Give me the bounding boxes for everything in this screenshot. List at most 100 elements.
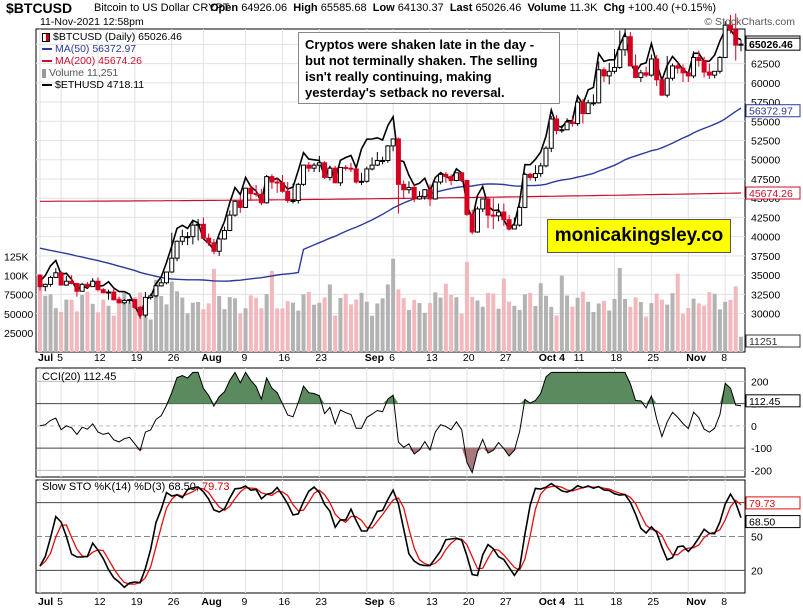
candle — [469, 209, 475, 235]
candle-body — [517, 206, 523, 226]
candle-body — [163, 271, 169, 284]
candle-body — [179, 236, 185, 242]
volume-bar — [317, 302, 322, 352]
volume-bar — [196, 301, 201, 352]
candle-body — [58, 272, 64, 286]
candle — [643, 66, 649, 78]
volume-bar — [148, 319, 153, 352]
watermark-banner: monicakingsley.co — [547, 219, 731, 253]
volume-bar — [543, 295, 548, 352]
volume-bar — [101, 299, 106, 352]
volume-bar — [580, 291, 585, 352]
x-tick-label: 9 — [242, 596, 248, 608]
x-tick-label: 9 — [242, 352, 248, 364]
line-swatch-icon — [42, 60, 52, 62]
candle — [390, 138, 396, 152]
x-tick-label: Sep — [365, 596, 384, 608]
x-tick-label: 6 — [389, 596, 395, 608]
candle — [348, 162, 354, 173]
ohlc-summary: Open 64926.06 High 65585.68 Low 64130.37… — [210, 2, 716, 14]
volume-bar — [117, 297, 122, 352]
volume-bar — [665, 304, 670, 352]
volume-bar — [538, 283, 543, 352]
candle — [590, 94, 596, 106]
candle — [216, 237, 222, 256]
candle-body — [727, 24, 733, 31]
candle-body — [464, 180, 470, 215]
volume-bar — [401, 298, 406, 352]
candle — [580, 98, 586, 124]
candle-body — [548, 118, 554, 149]
volume-bar — [675, 273, 680, 352]
candle-body — [622, 36, 628, 51]
volume-bar — [290, 302, 295, 352]
candle-body — [701, 60, 707, 73]
sto-k-line — [39, 482, 742, 589]
candle — [48, 275, 54, 287]
volume-bar — [717, 309, 722, 352]
volume-bar — [306, 291, 311, 352]
volume-bar — [164, 304, 169, 352]
ma200-line — [40, 192, 742, 202]
chart-date: 11-Nov-2021 12:58pm — [40, 16, 144, 28]
candle — [427, 184, 433, 206]
y-tick-label: 47500 — [751, 174, 780, 186]
candle — [380, 156, 386, 165]
candle-body — [200, 223, 206, 239]
candle — [432, 181, 438, 200]
ma50-last-value-box — [745, 104, 801, 118]
candle — [612, 48, 618, 74]
candle-body — [712, 70, 718, 76]
x-tick-label: 8 — [721, 596, 727, 608]
x-tick-label: Sep — [365, 352, 384, 364]
candle-body — [116, 299, 122, 304]
x-tick-label: 11 — [574, 596, 585, 608]
candle — [448, 174, 454, 186]
candle-body — [664, 77, 670, 96]
candle — [106, 289, 112, 300]
volume-bar — [132, 296, 137, 352]
candle — [211, 238, 217, 255]
copyright-link[interactable]: © StockCharts.com — [704, 16, 795, 28]
volume-bar — [301, 294, 306, 352]
volume-bar — [417, 303, 422, 352]
candle — [290, 183, 296, 204]
candle-body — [459, 172, 465, 182]
candle-body — [348, 167, 354, 170]
volume-bar — [491, 293, 496, 352]
volume-bar — [549, 306, 554, 352]
sto-d-value: 79.73 — [201, 481, 230, 493]
candle-body — [306, 164, 312, 169]
candle-body — [285, 190, 291, 201]
cci-tick-label: -100 — [751, 443, 772, 455]
cci-last-value-box — [745, 394, 801, 408]
y-tick-label: 30000 — [751, 309, 780, 321]
volume-bar — [486, 292, 491, 352]
legend-volume: Volume 11,251 — [42, 67, 182, 79]
volume-bar — [227, 297, 232, 352]
sto-k-last-value: 68.50 — [749, 517, 775, 529]
volume-bar — [95, 312, 100, 352]
volume-bar — [422, 312, 427, 352]
candle — [253, 185, 259, 197]
candle-body — [374, 160, 380, 166]
candle-body — [569, 121, 575, 125]
candle — [179, 229, 185, 246]
candle — [532, 165, 538, 182]
x-tick-label: Jul — [38, 352, 53, 364]
candle — [206, 233, 212, 246]
volume-bar — [528, 292, 533, 352]
volume-bar — [428, 303, 433, 352]
sto-k-last-value-box — [745, 515, 801, 529]
volume-bar — [153, 279, 158, 352]
cci-last-value: 112.45 — [749, 396, 780, 408]
commentary-note: Cryptos were shaken late in the day - bu… — [298, 32, 560, 104]
candle — [337, 166, 343, 186]
volume-label: Volume — [527, 2, 567, 14]
candle-body — [206, 237, 212, 244]
candle-body — [685, 72, 691, 77]
volume-bar — [496, 308, 501, 352]
volume-bar — [233, 298, 238, 352]
candle — [422, 188, 428, 200]
